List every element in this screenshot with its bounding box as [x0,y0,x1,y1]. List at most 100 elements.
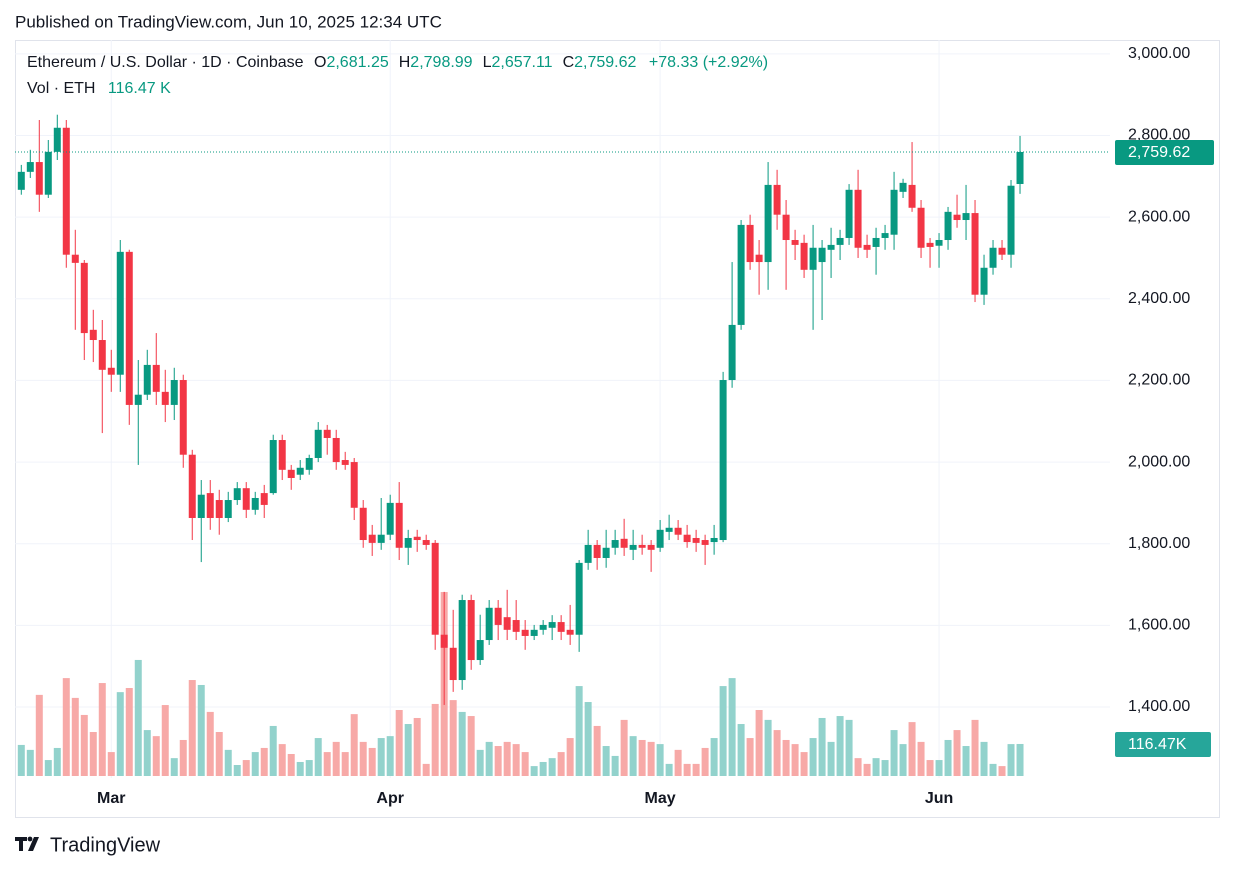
volume-bar [431,703,439,776]
candle-body [152,364,160,392]
volume-bar [404,724,412,776]
candle-body [143,364,151,395]
last-volume-box [1115,732,1211,757]
candle-body [449,647,457,681]
candle-body [728,324,736,381]
candle-body [890,189,898,235]
candle-body [773,184,781,215]
candle-body [593,544,601,558]
candle-body [1007,185,1015,255]
candle-body [404,537,412,548]
candle-body [134,394,142,405]
candle-body [422,540,430,545]
volume-bar [998,766,1006,776]
volume-bar [557,752,565,776]
volume-bar [539,761,547,776]
volume-bar [944,739,952,776]
volume-bar [161,705,169,776]
candle-body [206,493,214,518]
candle-body [323,429,331,438]
candle-body [242,488,250,510]
volume-value: 116.47 K [107,80,171,97]
candle-body [683,534,691,543]
candle-body [107,367,115,375]
volume-bar [98,683,106,776]
volume-bar [395,710,403,776]
volume-bar [323,752,331,776]
volume-bar [971,719,979,776]
ohlc-key: O [314,54,327,71]
candle-body [215,500,223,518]
volume-bar [206,711,214,776]
candle-body [233,488,241,501]
y-tick-label: 1,600.00 [1128,617,1190,634]
volume-bars [17,592,1024,776]
volume-bar [503,741,511,776]
price-change: +78.33 (+2.92%) [648,54,769,71]
ohlc-key: H [398,54,411,71]
candle-body [332,437,340,463]
volume-bar [827,741,835,776]
candle-body [359,507,367,541]
volume-bar [296,761,304,776]
candle-body [413,536,421,541]
y-tick-label: 1,400.00 [1128,698,1190,715]
volume-bar [926,760,934,776]
volume-bar [656,744,664,776]
candle-body [899,182,907,192]
volume-bar [629,736,637,776]
volume-bar [62,678,70,776]
volume-bar [818,717,826,776]
candle-body [305,457,313,470]
volume-bar [305,760,313,776]
volume-bar [215,732,223,776]
volume-bar [278,744,286,776]
candle-body [125,251,133,405]
y-tick-label: 1,800.00 [1128,535,1190,552]
last-volume-label: 116.47K [1128,736,1187,753]
volume-bar [602,746,610,776]
volume-bar [836,716,844,776]
volume-bar [701,747,709,776]
candle-body [296,467,304,475]
candle-body [557,622,565,632]
volume-bar [764,719,772,776]
candle-body [962,213,970,221]
volume-bar [260,747,268,776]
candle-body [908,184,916,208]
volume-bar [692,763,700,776]
volume-bar [647,741,655,776]
volume-bar [188,680,196,776]
grid [15,40,1110,778]
candle-body [224,500,232,518]
candle-body [818,247,826,263]
candle-body [665,527,673,532]
volume-bar [953,730,961,776]
y-tick-label: 2,200.00 [1128,372,1190,389]
candle-body [620,538,628,548]
volume-bar [413,717,421,776]
candle-body [269,440,277,494]
volume-bar [1007,744,1015,776]
ohlc-values: O2,681.25 H2,798.99 L2,657.11 C2,759.62 [308,54,636,71]
candle-body [935,240,943,246]
volume-bar [575,686,583,776]
volume-bar [746,738,754,776]
candle-body [575,562,583,635]
volume-bar [593,725,601,776]
candle-body [170,380,178,405]
volume-bar [332,741,340,776]
candle-body [278,440,286,470]
candle-body [584,544,592,563]
candle-body [746,224,754,263]
volume-legend: Vol · ETH 116.47 K [27,80,171,98]
volume-bar [350,714,358,776]
candle-body [710,537,718,543]
volume-bar [566,738,574,776]
volume-bar [737,724,745,776]
candle-body [98,340,106,370]
volume-bar [467,716,475,776]
volume-bar [143,730,151,776]
y-tick-label: 2,400.00 [1128,290,1190,307]
